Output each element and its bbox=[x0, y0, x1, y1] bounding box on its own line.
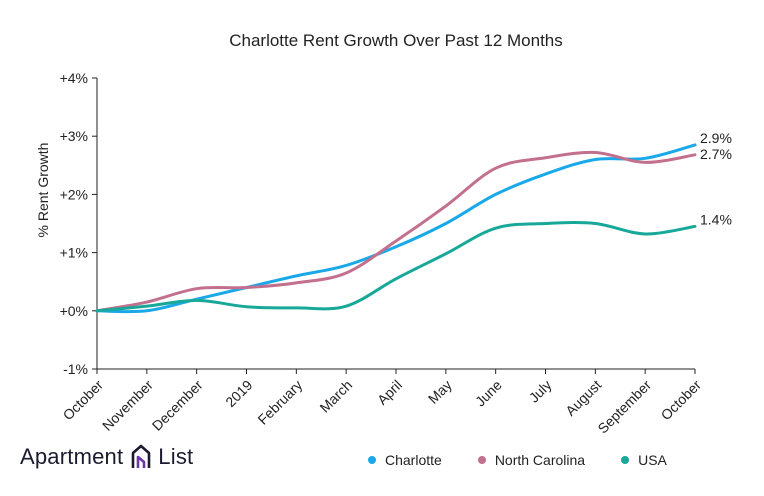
legend-item-north-carolina[interactable]: North Carolina bbox=[477, 452, 586, 468]
x-tick-label: October bbox=[60, 377, 107, 424]
chart: Charlotte Rent Growth Over Past 12 Month… bbox=[35, 31, 732, 436]
end-label-usa: 1.4% bbox=[700, 211, 732, 227]
brand-name-part2: List bbox=[158, 444, 194, 469]
series-line-usa bbox=[95, 221, 697, 313]
x-tick-label: July bbox=[526, 377, 555, 406]
y-tick-label: +3% bbox=[60, 128, 88, 144]
x-tick-label: March bbox=[316, 377, 355, 416]
legend-swatch bbox=[621, 456, 630, 464]
brand-logo-icon bbox=[131, 444, 151, 468]
x-tick-label: August bbox=[562, 377, 604, 419]
legend-swatch bbox=[477, 456, 486, 464]
legend-swatch bbox=[368, 456, 376, 464]
x-tick-label: November bbox=[99, 377, 156, 434]
chart-title: Charlotte Rent Growth Over Past 12 Month… bbox=[229, 31, 563, 50]
y-tick-label: +2% bbox=[60, 186, 88, 202]
y-tick-label: +1% bbox=[60, 245, 88, 261]
y-axis-label: % Rent Growth bbox=[35, 143, 51, 238]
chart-legend: Charlotte North Carolina USA bbox=[368, 452, 667, 468]
brand-logo: Apartment List bbox=[20, 444, 193, 470]
series-line-north-carolina bbox=[95, 150, 697, 313]
y-tick-label: +0% bbox=[60, 303, 88, 319]
y-tick-label: +4% bbox=[60, 70, 88, 86]
legend-item-usa[interactable]: USA bbox=[621, 452, 667, 468]
legend-label: USA bbox=[638, 452, 667, 468]
legend-label: North Carolina bbox=[494, 452, 586, 468]
x-tick-label: May bbox=[425, 377, 455, 407]
y-tick-label: -1% bbox=[63, 361, 88, 377]
legend-item-charlotte[interactable]: Charlotte bbox=[368, 452, 442, 468]
end-label-north-carolina: 2.7% bbox=[700, 146, 732, 162]
legend-label: Charlotte bbox=[385, 452, 442, 468]
x-tick-label: 2019 bbox=[222, 377, 255, 410]
x-tick-label: October bbox=[658, 377, 705, 424]
series-line-charlotte bbox=[95, 143, 697, 314]
x-tick-label: June bbox=[472, 377, 505, 410]
x-tick-label: September bbox=[594, 376, 654, 436]
end-label-charlotte: 2.9% bbox=[700, 130, 732, 146]
x-tick-label: April bbox=[374, 377, 405, 408]
x-tick-label: December bbox=[149, 377, 206, 434]
x-tick-label: February bbox=[254, 377, 305, 428]
brand-name-part1: Apartment bbox=[20, 444, 124, 469]
